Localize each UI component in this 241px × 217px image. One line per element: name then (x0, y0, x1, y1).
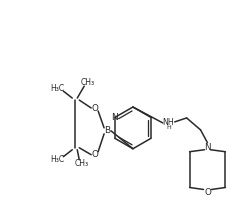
Text: O: O (204, 188, 211, 197)
Text: O: O (92, 104, 99, 112)
Text: CH₃: CH₃ (74, 159, 88, 168)
Text: H: H (166, 125, 171, 130)
Text: H₃C: H₃C (50, 155, 64, 164)
Text: CH₃: CH₃ (80, 78, 94, 87)
Text: NH: NH (162, 118, 174, 127)
Text: B: B (104, 126, 110, 135)
Text: O: O (92, 150, 99, 159)
Text: N: N (112, 113, 118, 122)
Text: N: N (204, 143, 211, 152)
Text: H₃C: H₃C (50, 84, 64, 93)
